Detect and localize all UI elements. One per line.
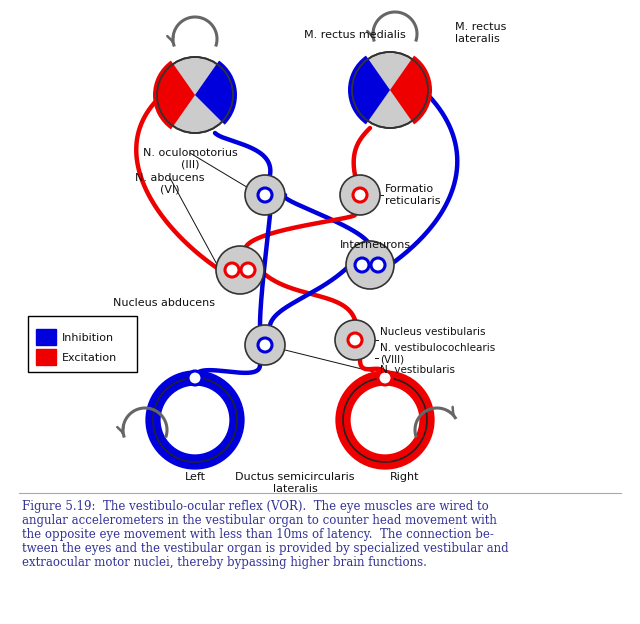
Circle shape (188, 371, 202, 385)
Text: N. oculomotorius
(III): N. oculomotorius (III) (143, 148, 237, 170)
Text: Formatio
reticularis: Formatio reticularis (385, 184, 440, 206)
Circle shape (355, 258, 369, 272)
Circle shape (258, 338, 272, 352)
Text: Excitation: Excitation (62, 353, 117, 363)
Circle shape (225, 263, 239, 277)
Text: Ductus semicircularis
lateralis: Ductus semicircularis lateralis (236, 472, 355, 494)
FancyBboxPatch shape (28, 316, 137, 372)
Wedge shape (195, 61, 237, 125)
Wedge shape (348, 56, 390, 124)
Circle shape (378, 371, 392, 385)
Text: Right: Right (390, 472, 419, 482)
Text: N. abducens
(VI): N. abducens (VI) (135, 173, 205, 195)
Text: Nucleus vestibularis: Nucleus vestibularis (380, 327, 486, 337)
Wedge shape (153, 61, 195, 129)
Text: N. vestibulocochlearis
(VIII): N. vestibulocochlearis (VIII) (380, 343, 495, 365)
Circle shape (258, 188, 272, 202)
Circle shape (348, 333, 362, 347)
Circle shape (340, 175, 380, 215)
Circle shape (216, 246, 264, 294)
Circle shape (352, 52, 428, 128)
Text: angular accelerometers in the vestibular organ to counter head movement with: angular accelerometers in the vestibular… (22, 514, 497, 527)
Circle shape (153, 378, 237, 462)
Text: extraocular motor nuclei, thereby bypassing higher brain functions.: extraocular motor nuclei, thereby bypass… (22, 556, 427, 569)
Circle shape (245, 175, 285, 215)
Text: Left: Left (184, 472, 205, 482)
Wedge shape (390, 56, 432, 124)
Text: Nucleus abducens: Nucleus abducens (113, 298, 215, 308)
Circle shape (245, 325, 285, 365)
Text: Interneurons: Interneurons (339, 240, 411, 250)
Circle shape (335, 320, 375, 360)
Text: M. rectus
lateralis: M. rectus lateralis (455, 22, 506, 44)
Circle shape (241, 263, 255, 277)
Text: tween the eyes and the vestibular organ is provided by specialized vestibular an: tween the eyes and the vestibular organ … (22, 542, 509, 555)
Bar (36, 349, 56, 365)
Text: M. rectus medialis: M. rectus medialis (304, 30, 406, 40)
Text: Inhibition: Inhibition (62, 333, 114, 343)
Text: Figure 5.19:  The vestibulo-ocular reflex (VOR).  The eye muscles are wired to: Figure 5.19: The vestibulo-ocular reflex… (22, 500, 489, 513)
Text: the opposite eye movement with less than 10ms of latency.  The connection be-: the opposite eye movement with less than… (22, 528, 494, 541)
Circle shape (353, 188, 367, 202)
Bar (36, 329, 56, 345)
Text: N. vestibularis: N. vestibularis (380, 365, 455, 375)
Circle shape (371, 258, 385, 272)
Circle shape (343, 378, 427, 462)
Circle shape (157, 57, 233, 133)
Circle shape (346, 241, 394, 289)
